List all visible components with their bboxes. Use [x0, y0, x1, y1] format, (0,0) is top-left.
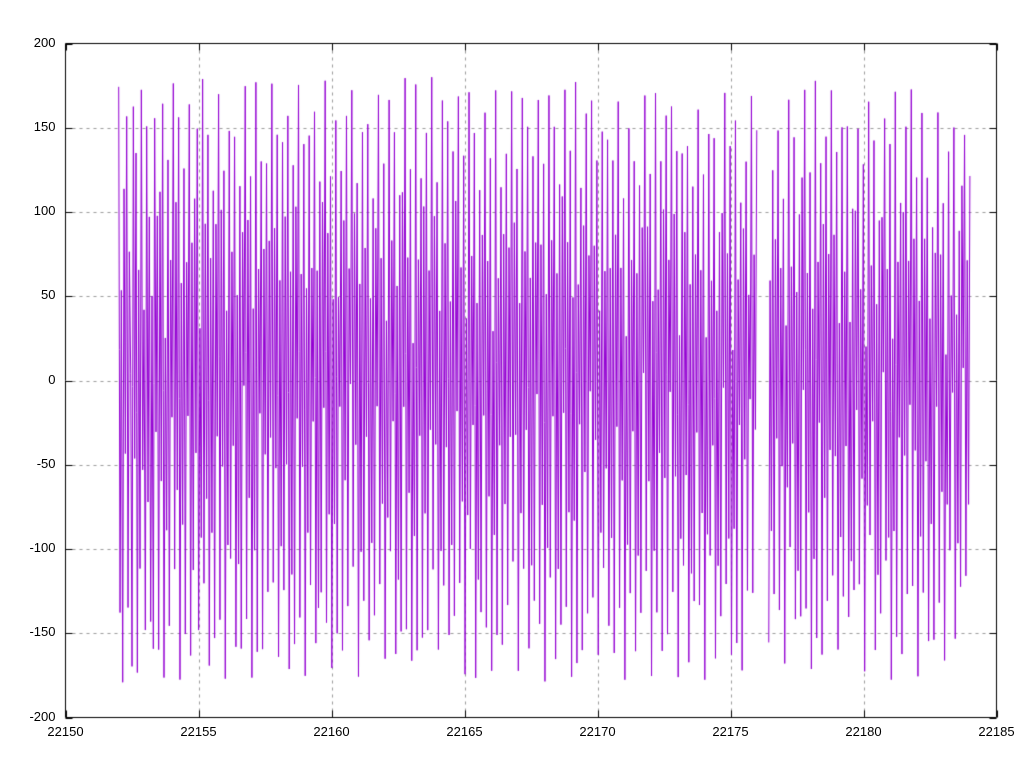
y-axis-tick-label: 0 [48, 371, 56, 387]
x-axis-tick-label: 22185 [978, 723, 1015, 739]
x-axis-tick-label: 22155 [180, 723, 217, 739]
y-axis-tick-label: 150 [33, 118, 56, 134]
x-axis-tick-label: 22150 [47, 723, 84, 739]
y-axis-tick-label: -50 [36, 455, 56, 471]
y-axis-tick-label: 200 [33, 34, 56, 50]
x-axis-tick-label: 22170 [579, 723, 616, 739]
y-axis-tick-label: 100 [33, 203, 56, 218]
x-axis-tick-label: 22160 [313, 723, 350, 739]
y-axis-tick-label: 50 [41, 287, 56, 303]
y-axis-tick-label: -150 [29, 624, 56, 640]
x-axis-tick-label: 22180 [845, 723, 882, 739]
y-axis-tick-label: -200 [29, 708, 56, 724]
x-axis-tick-label: 22175 [712, 723, 749, 739]
x-axis-tick-label: 22165 [446, 723, 483, 739]
y-axis-tick-label: -100 [29, 540, 56, 555]
